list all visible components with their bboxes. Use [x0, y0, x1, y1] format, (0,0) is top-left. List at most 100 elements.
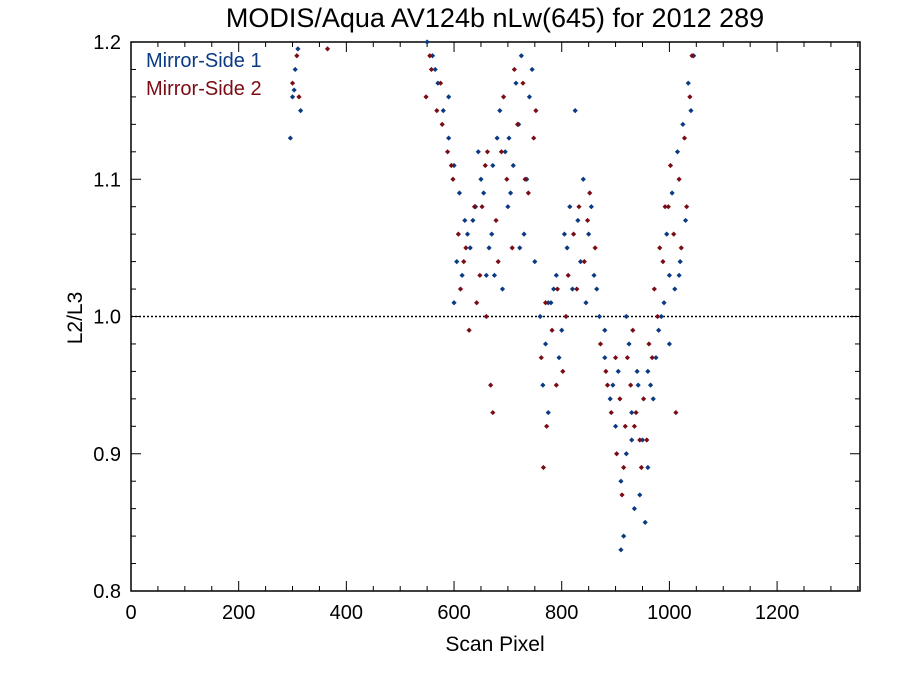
data-point-mirror-side-2	[614, 451, 620, 457]
data-point-mirror-side-2	[511, 66, 517, 73]
data-point-mirror-side-2	[570, 231, 577, 237]
data-point-mirror-side-1	[483, 272, 489, 278]
data-point-mirror-side-2	[619, 492, 625, 498]
data-point-mirror-side-1	[674, 149, 681, 155]
data-point-mirror-side-1	[666, 272, 673, 278]
data-point-mirror-side-2	[608, 409, 614, 416]
data-point-mirror-side-1	[481, 190, 487, 196]
data-point-mirror-side-2	[603, 368, 609, 374]
data-point-mirror-side-1	[424, 39, 430, 45]
data-point-mirror-side-2	[592, 245, 598, 251]
x-tick-label: 1200	[755, 602, 800, 624]
data-point-mirror-side-2	[676, 176, 682, 182]
data-point-mirror-side-1	[572, 108, 578, 114]
data-point-mirror-side-2	[289, 80, 296, 86]
data-point-mirror-side-1	[626, 341, 632, 347]
data-point-mirror-side-1	[556, 355, 562, 361]
data-point-mirror-side-1	[459, 272, 465, 278]
data-point-mirror-side-1	[569, 286, 576, 292]
data-point-mirror-side-2	[644, 437, 650, 443]
data-point-mirror-side-1	[645, 368, 651, 374]
data-point-mirror-side-1	[607, 396, 613, 402]
data-point-mirror-side-1	[291, 87, 297, 93]
data-point-mirror-side-1	[580, 176, 586, 182]
data-point-mirror-side-1	[548, 300, 554, 306]
data-point-mirror-side-2	[477, 272, 483, 278]
data-point-mirror-side-1	[526, 94, 533, 100]
data-point-mirror-side-1	[583, 300, 589, 306]
data-point-mirror-side-2	[474, 300, 480, 306]
data-point-mirror-side-1	[645, 464, 651, 471]
data-point-mirror-side-2	[667, 162, 674, 169]
data-point-mirror-side-2	[624, 355, 631, 361]
data-point-mirror-side-1	[545, 409, 551, 416]
data-point-mirror-side-2	[671, 231, 677, 237]
data-point-mirror-side-1	[629, 437, 635, 443]
y-axis-label: L2/L3	[64, 292, 87, 345]
data-point-mirror-side-1	[467, 245, 473, 251]
data-point-mirror-side-2	[500, 94, 507, 100]
data-point-mirror-side-1	[637, 492, 643, 498]
data-point-mirror-side-2	[681, 135, 688, 141]
data-point-mirror-side-1	[661, 300, 667, 306]
data-point-mirror-side-1	[623, 451, 629, 457]
data-point-mirror-side-1	[602, 327, 608, 333]
data-point-mirror-side-2	[448, 162, 454, 169]
data-point-mirror-side-2	[651, 286, 657, 292]
data-point-mirror-side-2	[684, 204, 690, 210]
data-point-mirror-side-1	[618, 547, 624, 553]
data-point-mirror-side-2	[538, 355, 544, 361]
data-point-mirror-side-2	[638, 464, 645, 471]
data-point-mirror-side-1	[502, 149, 508, 155]
data-point-mirror-side-2	[544, 423, 550, 429]
data-point-mirror-side-2	[630, 327, 636, 333]
data-point-mirror-side-1	[446, 94, 452, 100]
data-point-mirror-side-2	[660, 259, 666, 265]
x-tick-label: 400	[330, 602, 363, 624]
y-tick-label: 0.8	[93, 581, 121, 603]
data-point-mirror-side-1	[631, 506, 638, 512]
data-point-mirror-side-1	[656, 327, 662, 333]
data-point-mirror-side-2	[457, 286, 464, 292]
data-point-mirror-side-1	[505, 204, 511, 210]
data-point-mirror-side-2	[654, 313, 661, 320]
data-point-mirror-side-1	[567, 204, 573, 210]
y-tick-label: 1.2	[93, 32, 121, 54]
data-point-mirror-side-1	[561, 231, 568, 237]
data-point-mirror-side-1	[510, 162, 516, 169]
data-point-mirror-side-2	[455, 231, 461, 237]
x-axis-label: Scan Pixel	[445, 633, 544, 656]
data-point-mirror-side-2	[482, 162, 488, 169]
data-point-mirror-side-2	[678, 245, 684, 251]
data-point-mirror-side-1	[564, 245, 570, 251]
data-point-mirror-side-1	[680, 121, 686, 127]
data-point-mirror-side-2	[495, 259, 501, 265]
data-point-mirror-side-2	[514, 121, 521, 127]
data-point-mirror-side-1	[507, 190, 514, 196]
data-point-mirror-side-1	[529, 66, 535, 73]
data-point-mirror-side-1	[635, 382, 641, 388]
data-point-mirror-side-1	[618, 478, 624, 484]
data-point-mirror-side-1	[575, 217, 581, 224]
data-point-mirror-side-2	[423, 94, 429, 100]
data-point-mirror-side-2	[540, 464, 547, 471]
data-point-mirror-side-1	[499, 286, 506, 292]
data-point-mirror-side-1	[464, 231, 471, 237]
data-point-mirror-side-2	[488, 382, 494, 388]
data-point-mirror-side-1	[685, 80, 691, 86]
data-point-mirror-side-1	[451, 162, 457, 169]
data-point-mirror-side-2	[509, 245, 515, 251]
legend-mirror-side-1: Mirror-Side 1	[146, 50, 262, 72]
data-point-mirror-side-1	[454, 259, 460, 265]
data-point-mirror-side-1	[297, 108, 304, 114]
data-point-mirror-side-1	[553, 272, 559, 278]
y-tick-label: 1.0	[93, 307, 121, 329]
data-point-mirror-side-2	[687, 94, 693, 100]
data-point-mirror-side-1	[586, 231, 592, 237]
data-point-mirror-side-1	[615, 368, 621, 374]
data-point-mirror-side-2	[461, 259, 467, 265]
data-point-mirror-side-1	[676, 272, 682, 278]
data-point-mirror-side-1	[634, 368, 640, 374]
data-point-mirror-side-2	[604, 382, 611, 388]
